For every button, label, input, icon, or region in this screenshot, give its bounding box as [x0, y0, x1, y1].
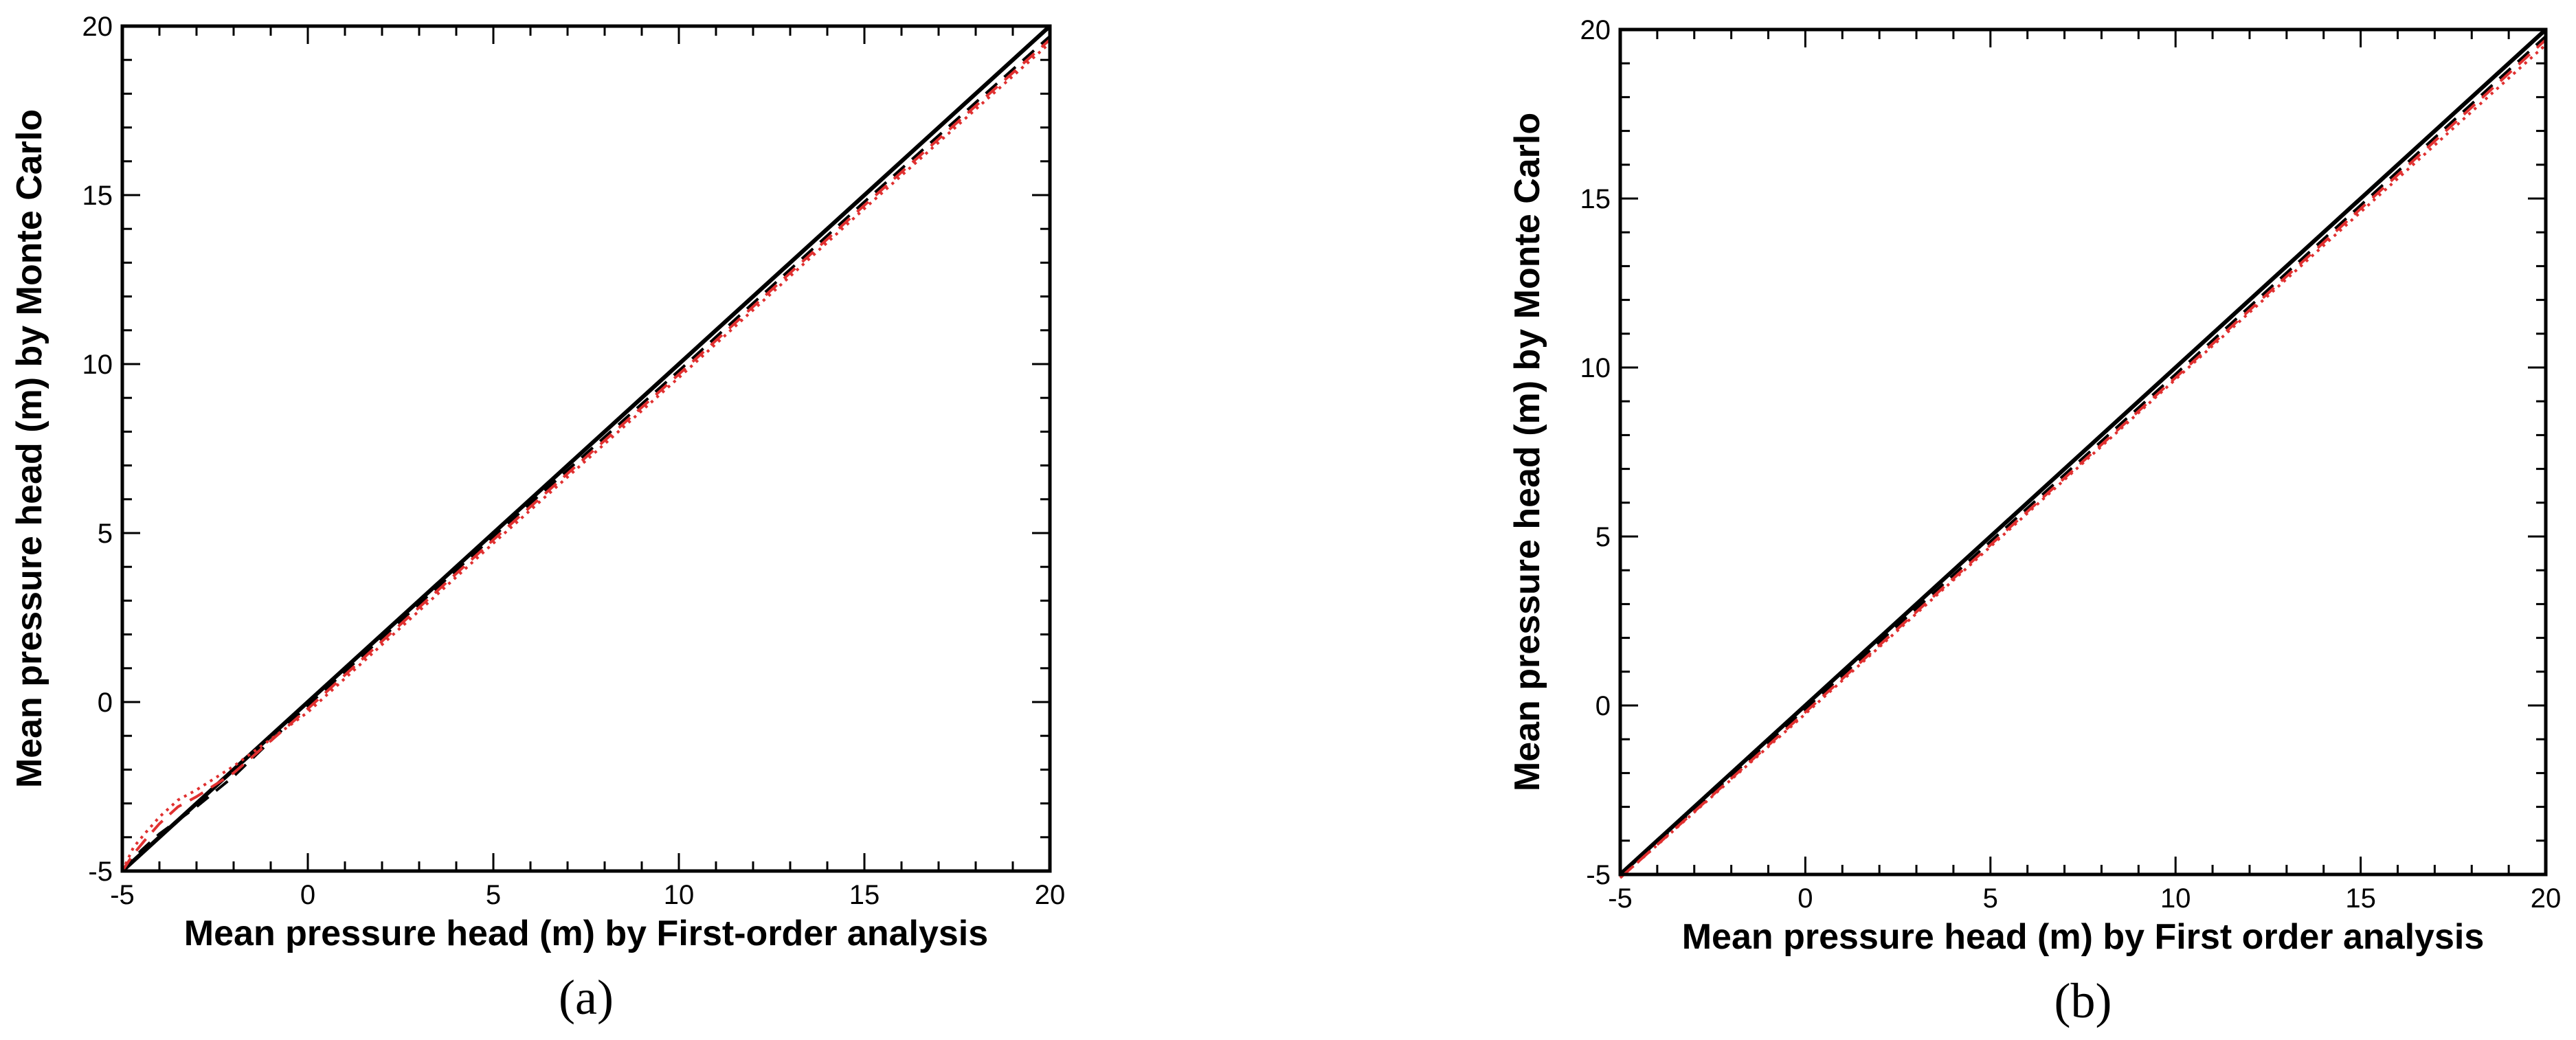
plot-frame	[1618, 27, 2548, 877]
x-tick-label: 15	[2345, 883, 2376, 914]
y-tick-label: 15	[82, 181, 113, 211]
x-tick-label: 10	[664, 880, 695, 910]
x-tick-label: 5	[486, 880, 501, 910]
x-tick-label: 20	[2531, 883, 2562, 914]
y-tick-label: -5	[88, 857, 113, 887]
chart-panel-a: -5 0 5 10 15 20 -5 0 5 10 15 20 Mean pressure head (…	[10, 12, 1065, 1025]
series-line-0	[1618, 27, 2548, 877]
y-tick-label: 0	[1595, 691, 1611, 721]
y-tick-label: 10	[82, 350, 113, 380]
panel-label: (b)	[2054, 973, 2112, 1028]
series-line-3	[1619, 43, 2547, 879]
y-tick-label: -5	[1586, 860, 1611, 890]
x-tick-label: 10	[2160, 883, 2191, 914]
y-tick-label: 10	[1580, 353, 1611, 383]
y-tick-label: 15	[1580, 184, 1611, 214]
x-tick-label: 5	[1983, 883, 1998, 914]
x-axis-title: Mean pressure head (m) by First order an…	[1682, 917, 2485, 957]
x-tick-label: 20	[1035, 880, 1066, 910]
series-line-2	[1619, 38, 2547, 879]
panel-label: (a)	[559, 970, 614, 1025]
x-tick-label: 0	[1797, 883, 1813, 914]
x-tick-label: 0	[300, 880, 315, 910]
y-tick-label: 5	[98, 519, 113, 549]
y-tick-label: 20	[1580, 15, 1611, 45]
y-tick-label: 5	[1595, 522, 1611, 552]
x-tick-label: 15	[849, 880, 880, 910]
series-line-0	[120, 24, 1052, 873]
y-tick-label: 20	[82, 12, 113, 42]
plot-frame	[120, 24, 1052, 873]
y-axis-title: Mean pressure head (m) by Monte Carlo	[10, 109, 49, 788]
y-axis-title: Mean pressure head (m) by Monte Carlo	[1508, 113, 1547, 791]
chart-panel-b: -5 0 5 10 15 20 -5 0 5 10 15 20 Mean pressure head (…	[1508, 15, 2561, 1028]
series-line-1	[121, 35, 1051, 872]
series-line-1	[1619, 35, 2547, 877]
x-tick-label: -5	[1608, 883, 1633, 914]
x-tick-label: -5	[110, 880, 135, 910]
y-tick-label: 0	[98, 688, 113, 718]
x-axis-title: Mean pressure head (m) by First-order an…	[184, 914, 988, 953]
series-line-2	[121, 38, 1051, 872]
